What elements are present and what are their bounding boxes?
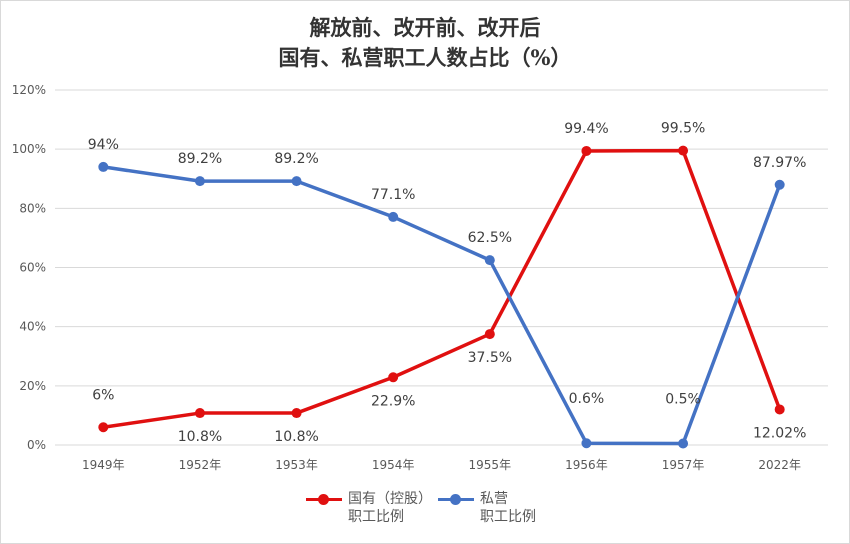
x-tick-label: 1952年 xyxy=(179,458,222,472)
data-label: 37.5% xyxy=(468,350,512,366)
x-tick-label: 1956年 xyxy=(565,458,608,472)
data-label: 22.9% xyxy=(371,393,415,409)
data-point xyxy=(484,329,495,340)
y-tick-label: 80% xyxy=(19,201,46,215)
data-point xyxy=(98,422,109,433)
x-tick-label: 1954年 xyxy=(372,458,415,472)
y-tick-label: 40% xyxy=(19,320,46,334)
legend-marker-state xyxy=(318,494,329,505)
series-line-1 xyxy=(103,165,782,446)
x-tick-label: 1957年 xyxy=(662,458,705,472)
chart-title-line-2: 国有、私营职工人数占比（%） xyxy=(278,45,572,70)
data-point xyxy=(484,255,495,266)
data-point xyxy=(194,408,205,419)
y-tick-label: 100% xyxy=(12,142,46,156)
data-point xyxy=(388,211,399,222)
data-point xyxy=(774,179,785,190)
data-point xyxy=(194,176,205,187)
data-point xyxy=(678,145,689,156)
x-tick-label: 2022年 xyxy=(758,458,801,472)
x-tick-label: 1953年 xyxy=(275,458,318,472)
data-point xyxy=(774,404,785,415)
data-label: 0.5% xyxy=(665,392,701,408)
y-tick-label: 120% xyxy=(12,83,46,97)
data-label: 62.5% xyxy=(468,230,512,246)
data-label: 12.02% xyxy=(753,425,806,441)
legend-item-state: 国有（控股） 职工比例 xyxy=(306,490,432,526)
data-point xyxy=(291,408,302,419)
legend-label-private-2: 职工比例 xyxy=(480,509,536,525)
data-point xyxy=(581,438,592,449)
data-label: 89.2% xyxy=(274,151,318,167)
data-point xyxy=(678,438,689,449)
data-label: 10.8% xyxy=(274,429,318,445)
data-label: 89.2% xyxy=(178,151,222,167)
series-line-0 xyxy=(103,148,782,429)
data-point xyxy=(98,161,109,172)
legend-label-state-2: 职工比例 xyxy=(348,509,404,525)
data-label: 10.8% xyxy=(178,429,222,445)
data-label: 0.6% xyxy=(569,391,605,407)
x-tick-label: 1955年 xyxy=(469,458,512,472)
legend-item-private: 私营 职工比例 xyxy=(438,490,536,526)
data-label: 6% xyxy=(92,387,114,403)
data-point xyxy=(291,176,302,187)
data-label: 99.4% xyxy=(564,121,608,137)
x-tick-label: 1949年 xyxy=(82,458,125,472)
data-point xyxy=(388,372,399,383)
data-label: 99.5% xyxy=(661,121,705,137)
legend-label-state-1: 国有（控股） xyxy=(348,491,432,507)
legend-label-private-1: 私营 xyxy=(480,491,508,507)
data-label: 94% xyxy=(88,137,119,153)
y-tick-label: 20% xyxy=(19,379,46,393)
data-point xyxy=(581,145,592,156)
chart-title-line-1: 解放前、改开前、改开后 xyxy=(309,15,541,40)
data-label: 87.97% xyxy=(753,155,806,171)
y-tick-label: 0% xyxy=(27,438,46,452)
y-tick-label: 60% xyxy=(19,261,46,275)
data-label: 77.1% xyxy=(371,187,415,203)
legend-marker-private xyxy=(450,494,461,505)
